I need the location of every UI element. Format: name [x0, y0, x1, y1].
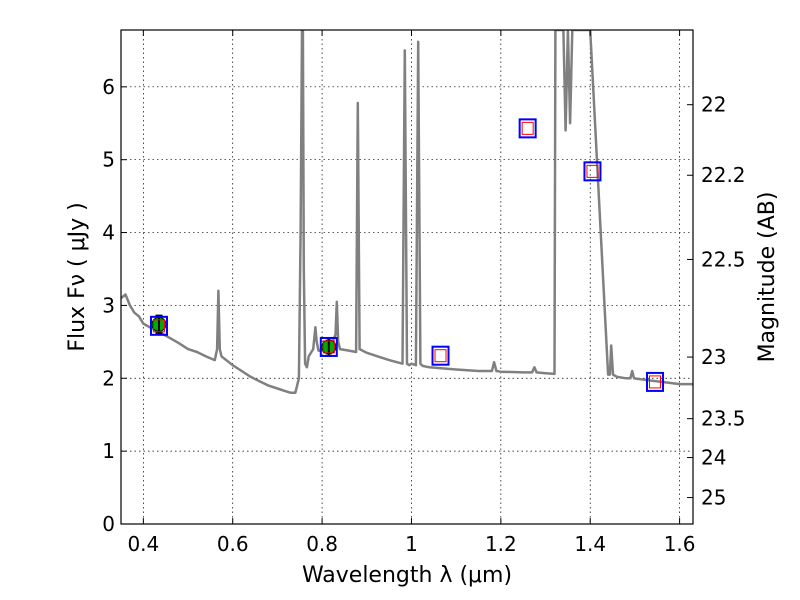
- plot-frame: [120, 29, 694, 525]
- x-axis-label: Wavelength λ (μm): [302, 563, 512, 588]
- x-axis-ticks: 0.4 0.6 0.8 1 1.2 1.4 1.6: [127, 30, 696, 556]
- model-point-square: [583, 161, 602, 182]
- magnitude-tick-label: 24: [701, 446, 726, 470]
- x-tick-label: 1.2: [485, 532, 517, 556]
- y-tick-label: 6: [102, 75, 115, 99]
- y-tick-label: 2: [102, 366, 115, 390]
- model-point-square: [149, 315, 168, 336]
- magnitude-tick-label: 22.2: [701, 163, 746, 187]
- model-point-inner: [322, 340, 335, 354]
- magnitude-tick-label: 22.5: [701, 247, 746, 271]
- model-point-inner: [586, 164, 599, 178]
- model-point-square: [431, 345, 450, 366]
- y-tick-label: 3: [102, 293, 115, 317]
- y-tick-label: 1: [102, 439, 115, 463]
- magnitude-tick-label: 25: [701, 486, 726, 510]
- y-axis-ticks: 0 1 2 3 4 5 6: [102, 75, 127, 536]
- model-point-square: [319, 336, 338, 357]
- x-tick-label: 0.8: [306, 532, 338, 556]
- x-tick-label: 1.4: [574, 532, 606, 556]
- x-tick-label: 0.4: [127, 532, 159, 556]
- model-point-inner: [434, 349, 447, 363]
- magnitude-tick-label: 22: [701, 93, 726, 117]
- y-tick-label: 5: [102, 148, 115, 172]
- magnitude-tick-label: 23.5: [701, 407, 746, 431]
- spectrum-line: [121, 30, 693, 395]
- model-point-inner: [649, 375, 662, 389]
- x-tick-label: 0.6: [217, 532, 249, 556]
- magnitude-axis-label: Magnitude (AB): [755, 192, 780, 363]
- y-axis-label: Flux Fν ( μJy ): [65, 202, 90, 351]
- model-point-inner: [521, 121, 534, 135]
- y-tick-label: 4: [102, 221, 115, 245]
- model-point-inner: [152, 319, 165, 333]
- x-tick-label: 1: [405, 532, 418, 556]
- magnitude-tick-label: 23: [701, 345, 726, 369]
- model-point-square: [646, 371, 665, 392]
- magnitude-axis-ticks: 22 22.2 22.5 23 23.5 24 25: [687, 93, 746, 510]
- data-series: [121, 30, 693, 395]
- y-tick-label: 0: [102, 512, 115, 536]
- x-tick-label: 1.6: [664, 532, 696, 556]
- model-point-square: [518, 118, 537, 139]
